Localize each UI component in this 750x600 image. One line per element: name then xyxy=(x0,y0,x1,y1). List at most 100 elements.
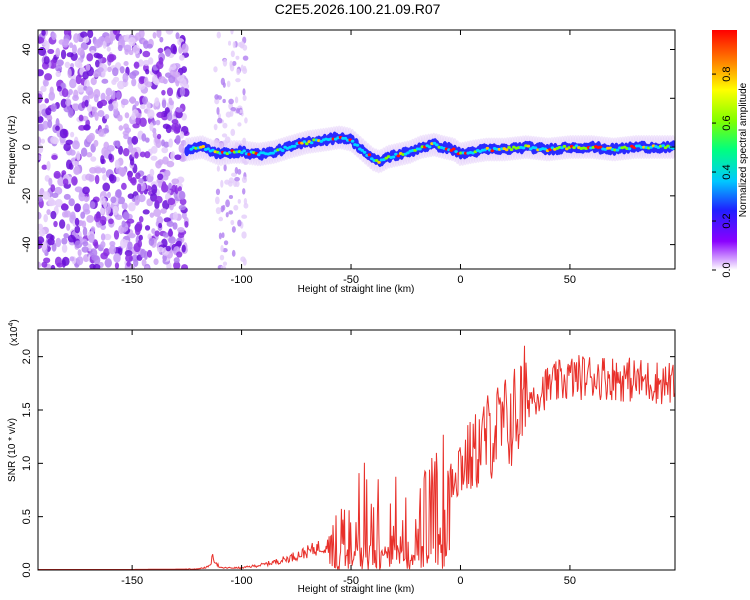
heatmap-noise-mark xyxy=(118,225,125,235)
colorbar-tick-label: 0.4 xyxy=(721,164,733,179)
heatmap-ridge-core-mark xyxy=(521,146,526,150)
heatmap-noise-mark xyxy=(139,117,147,127)
heatmap-noise-mark xyxy=(76,151,81,161)
heatmap-noise-mark xyxy=(163,217,171,223)
heatmap-noise-mark xyxy=(181,264,189,269)
heatmap-noise-mark xyxy=(127,193,135,199)
heatmap-noise-mark xyxy=(86,104,93,113)
heatmap-ridge-core-mark xyxy=(206,147,210,151)
heatmap-noise-mark xyxy=(94,213,101,223)
heatmap-noise-mark xyxy=(176,251,183,258)
heatmap-noise-mark xyxy=(175,32,180,40)
heatmap-noise-mark xyxy=(146,43,153,49)
snr-plot: -150 -100 -50 0 50 0.0 0.5 1.0 1.5 2.0 Height of… xyxy=(7,319,676,595)
heatmap-noise-mark xyxy=(74,59,82,68)
heatmap-noise-mark xyxy=(38,46,47,56)
heatmap-ridge-core-mark xyxy=(533,146,538,150)
heatmap-noise-mark xyxy=(53,220,58,228)
heatmap-noise-mark xyxy=(139,151,146,158)
heatmap-noise-mark xyxy=(179,131,185,139)
heatmap-noise-mark xyxy=(85,173,93,181)
snr-x-tick-label: -150 xyxy=(121,575,143,587)
heatmap-noise-mark xyxy=(134,199,140,206)
snr-x-ticks: -150 -100 -50 0 50 xyxy=(121,330,576,587)
heatmap-noise-mark xyxy=(38,144,44,154)
heatmap-noise-mark xyxy=(105,95,111,102)
heatmap-noise-mark xyxy=(106,191,111,199)
heatmap-noise-mark xyxy=(237,122,242,127)
snr-y-tick-label: 1.5 xyxy=(21,402,33,417)
colorbar: 0.0 0.2 0.4 0.6 0.8 Normalized spectral ampl… xyxy=(712,30,749,278)
heatmap-noise-mark xyxy=(66,223,71,231)
heatmap-noise-mark xyxy=(154,195,163,204)
heatmap-noise-mark xyxy=(117,247,123,256)
heatmap-noise-mark xyxy=(38,110,41,118)
heatmap-noise-mark xyxy=(74,203,81,213)
heatmap-ridge-core-mark xyxy=(305,142,309,146)
heatmap-noise-mark xyxy=(108,153,113,161)
heatmap-noise-mark xyxy=(237,199,241,204)
heatmap-x-ticks: -150 -100 -50 0 50 xyxy=(121,30,576,286)
heatmap-noise-mark xyxy=(170,151,176,161)
heatmap-noise-mark xyxy=(114,262,120,269)
heatmap-noise-mark xyxy=(41,241,48,251)
heatmap-noise-mark xyxy=(52,137,59,145)
colorbar-tick-label: 0.8 xyxy=(721,66,733,81)
heatmap-noise-mark xyxy=(138,59,144,67)
heatmap-ridge-core-mark xyxy=(239,151,244,155)
heatmap-noise-mark xyxy=(168,236,176,244)
heatmap-noise-mark xyxy=(184,221,189,228)
heatmap-noise-mark xyxy=(221,133,228,138)
heatmap-noise-mark xyxy=(161,89,166,96)
heatmap-noise-mark xyxy=(138,178,144,184)
heatmap-noise-mark xyxy=(134,151,139,159)
heatmap-noise-mark xyxy=(236,68,241,76)
heatmap-noise-mark xyxy=(61,41,69,48)
heatmap-noise-mark xyxy=(72,160,79,166)
heatmap-noise-mark xyxy=(138,216,144,223)
heatmap-noise-mark xyxy=(156,178,164,184)
heatmap-noise-mark xyxy=(50,264,56,269)
heatmap-noise-mark xyxy=(140,104,146,110)
heatmap-noise-mark xyxy=(172,71,181,78)
heatmap-noise-mark xyxy=(157,47,164,54)
snr-y-tick-label: 0.0 xyxy=(21,562,33,577)
heatmap-noise-mark xyxy=(176,240,182,247)
heatmap-noise-mark xyxy=(154,230,160,237)
heatmap-ridge-core-mark xyxy=(548,148,552,152)
heatmap-noise-mark xyxy=(171,178,180,185)
heatmap-ridge-core-mark xyxy=(432,141,437,145)
heatmap-noise-mark xyxy=(108,247,114,254)
heatmap-noise-mark xyxy=(168,138,174,148)
heatmap-noise-mark xyxy=(76,256,84,266)
heatmap-noise-mark xyxy=(125,254,133,263)
heatmap-noise-mark xyxy=(38,116,44,124)
heatmap-noise-mark xyxy=(149,212,155,218)
snr-y-ticks: 0.0 0.5 1.0 1.5 2.0 xyxy=(21,349,675,578)
heatmap-noise-mark xyxy=(163,141,170,148)
heatmap-noise-mark xyxy=(83,124,91,131)
heatmap-noise-mark xyxy=(112,30,121,36)
heatmap-ridge-core-mark xyxy=(189,147,194,151)
heatmap-noise-mark xyxy=(100,92,106,102)
heatmap-noise-mark xyxy=(100,233,106,241)
heatmap-ridge-core-mark xyxy=(256,153,261,157)
heatmap-noise-mark xyxy=(66,159,73,170)
heatmap-noise-mark xyxy=(131,135,139,145)
heatmap-noise-mark xyxy=(135,172,141,180)
heatmap-noise-mark xyxy=(46,209,51,215)
heatmap-noise-mark xyxy=(160,208,167,214)
heatmap-noise-mark xyxy=(161,99,167,109)
heatmap-noise-mark xyxy=(118,125,124,131)
heatmap-noise-mark xyxy=(48,91,56,101)
heatmap-noise-mark xyxy=(108,218,114,225)
heatmap-noise-mark xyxy=(78,114,84,122)
heatmap-noise-mark xyxy=(103,233,112,241)
heatmap-y-tick-label: 40 xyxy=(21,43,33,55)
heatmap-noise-mark xyxy=(109,240,116,247)
heatmap-noise-mark xyxy=(93,71,100,78)
heatmap-noise-mark xyxy=(213,123,218,131)
heatmap-noise-mark xyxy=(151,228,156,234)
heatmap-noise-mark xyxy=(166,221,175,227)
heatmap-noise-mark xyxy=(231,172,237,177)
